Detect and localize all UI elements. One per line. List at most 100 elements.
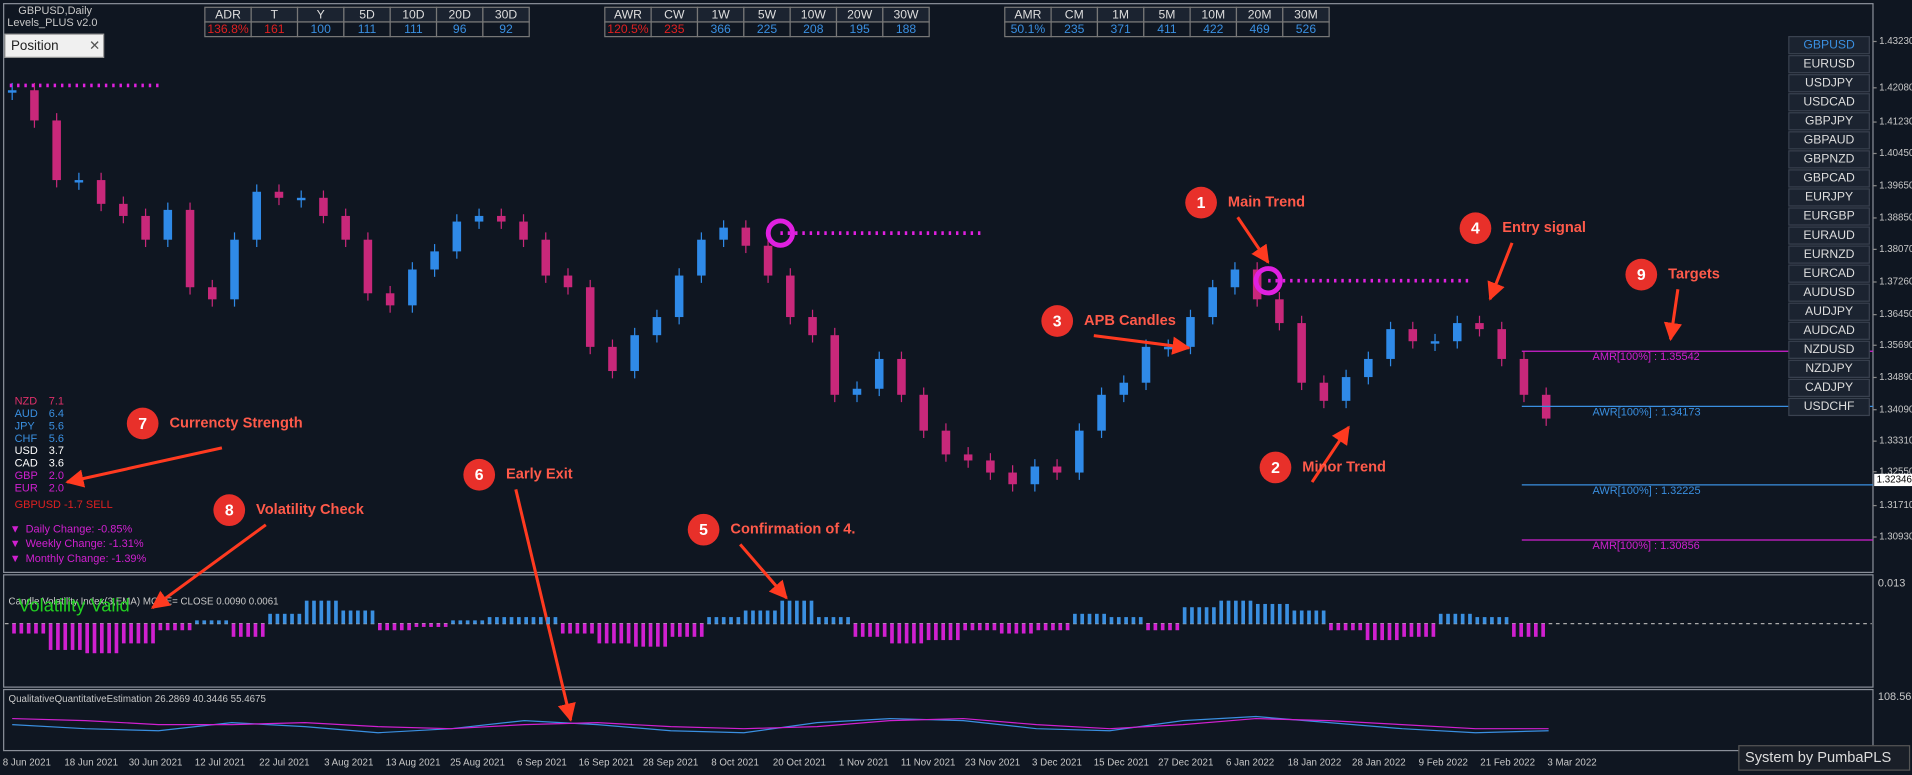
candle	[474, 215, 484, 222]
annotation-label: Entry signal	[1502, 220, 1586, 236]
cvi-bar	[1095, 613, 1099, 624]
cvi-bar	[85, 623, 90, 654]
table-value: 120.5%	[607, 22, 648, 36]
annotation-label: Confirmation of 4.	[730, 522, 855, 538]
annotation-badge	[463, 458, 496, 491]
cvi-bar	[1153, 623, 1158, 631]
symbol-button[interactable]	[1788, 207, 1870, 226]
table-header: 10M	[1201, 7, 1225, 21]
cvi-bar	[1512, 623, 1516, 637]
cvi-bar	[1336, 623, 1341, 631]
y-tick-label: 1.33310	[1879, 436, 1912, 447]
table-header: ADR	[215, 7, 241, 21]
symbol-button[interactable]	[1788, 397, 1870, 417]
candle	[652, 317, 662, 336]
candle	[74, 180, 84, 183]
cvi-bar	[692, 623, 697, 637]
candle	[808, 317, 817, 336]
x-tick-label: 16 Sep 2021	[579, 757, 634, 768]
symbol-button[interactable]	[1788, 112, 1870, 131]
cvi-bar	[282, 613, 287, 624]
cvi-bar	[1102, 613, 1106, 624]
cvi-bar	[1373, 623, 1377, 641]
cvi-bar	[1299, 610, 1304, 624]
symbol-button[interactable]	[1788, 378, 1870, 398]
qqe-title: QualitativeQuantitativeEstimation 26.286…	[9, 694, 267, 705]
symbol-button[interactable]	[1788, 150, 1870, 169]
annotation-arrow	[1236, 216, 1270, 264]
cvi-bar	[780, 600, 785, 624]
symbol-button[interactable]	[1788, 131, 1870, 150]
cvi-bar	[1190, 607, 1194, 624]
table-value: 526	[1296, 22, 1317, 36]
position-label: Position	[11, 38, 59, 53]
cvi-bar	[912, 623, 916, 644]
cvi-bar	[736, 617, 741, 624]
symbol-button[interactable]	[1788, 74, 1870, 93]
candle	[230, 239, 239, 300]
y-tick-label: 1.39650	[1879, 180, 1912, 191]
cvi-bar	[407, 623, 411, 631]
cvi-bar	[714, 617, 719, 624]
strength-currency: CAD	[15, 458, 38, 470]
table-header: AMR	[1014, 7, 1041, 21]
table-value: 50.1%	[1011, 22, 1046, 36]
candle	[630, 335, 639, 372]
cvi-bar	[1058, 623, 1063, 631]
cvi-bar	[92, 623, 97, 654]
symbol-button[interactable]	[1788, 55, 1870, 74]
table-header: 30D	[495, 7, 518, 21]
cvi-bar	[1380, 623, 1385, 641]
cvi-bar	[136, 623, 141, 644]
symbol-button[interactable]	[1788, 302, 1870, 321]
cvi-bar	[151, 623, 155, 644]
cvi-bar	[451, 620, 455, 624]
cvi-bar	[875, 623, 880, 637]
symbol-button[interactable]	[1788, 321, 1870, 340]
cvi-bar	[838, 617, 843, 624]
change-arrow: ▼	[10, 538, 21, 550]
cvi-bar	[363, 610, 368, 624]
candle	[1519, 358, 1529, 395]
x-tick-label: 18 Jun 2021	[64, 757, 118, 768]
cvi-bar	[773, 610, 777, 624]
table-value: 225	[757, 22, 778, 36]
level-label: AWR[100%] : 1.34173	[1593, 406, 1701, 418]
symbol-button[interactable]	[1788, 36, 1870, 55]
close-button[interactable]: ✕	[89, 38, 100, 53]
symbol-label: AUDJPY	[1805, 304, 1853, 318]
table-header: 20D	[449, 7, 472, 21]
symbol-button[interactable]	[1788, 188, 1870, 207]
symbol-button[interactable]	[1788, 283, 1870, 302]
cvi-bar	[721, 617, 726, 624]
cvi-bar	[180, 623, 185, 631]
candle	[541, 239, 551, 276]
cvi-bar	[1109, 617, 1114, 624]
symbol-button[interactable]	[1788, 264, 1870, 283]
cvi-bar	[1182, 607, 1187, 624]
cvi-bar	[158, 623, 163, 631]
cvi-bar	[1021, 623, 1026, 634]
cvi-bar	[56, 623, 60, 650]
table-value: 161	[264, 22, 285, 36]
cvi-bar	[685, 623, 689, 637]
annotation-number: 1	[1197, 195, 1206, 212]
symbol-button[interactable]	[1788, 359, 1870, 378]
cvi-bar	[312, 600, 316, 624]
candle	[319, 197, 328, 216]
annotation-arrow	[514, 489, 576, 722]
symbol-button[interactable]	[1788, 93, 1870, 112]
symbol-button[interactable]	[1788, 340, 1870, 359]
position-panel[interactable]	[4, 33, 105, 58]
symbol-button[interactable]	[1788, 226, 1870, 245]
table-header: 20M	[1248, 7, 1272, 21]
symbol-button[interactable]	[1788, 245, 1870, 264]
annotation-badge	[126, 407, 159, 440]
cvi-bar	[743, 610, 748, 624]
candle	[852, 388, 862, 395]
y-tick-label: 1.40450	[1879, 148, 1912, 159]
candle	[52, 120, 61, 181]
symbol-button[interactable]	[1788, 169, 1870, 188]
cvi-bar	[1248, 600, 1253, 624]
footer: System by PumbaPLS	[1745, 750, 1891, 766]
